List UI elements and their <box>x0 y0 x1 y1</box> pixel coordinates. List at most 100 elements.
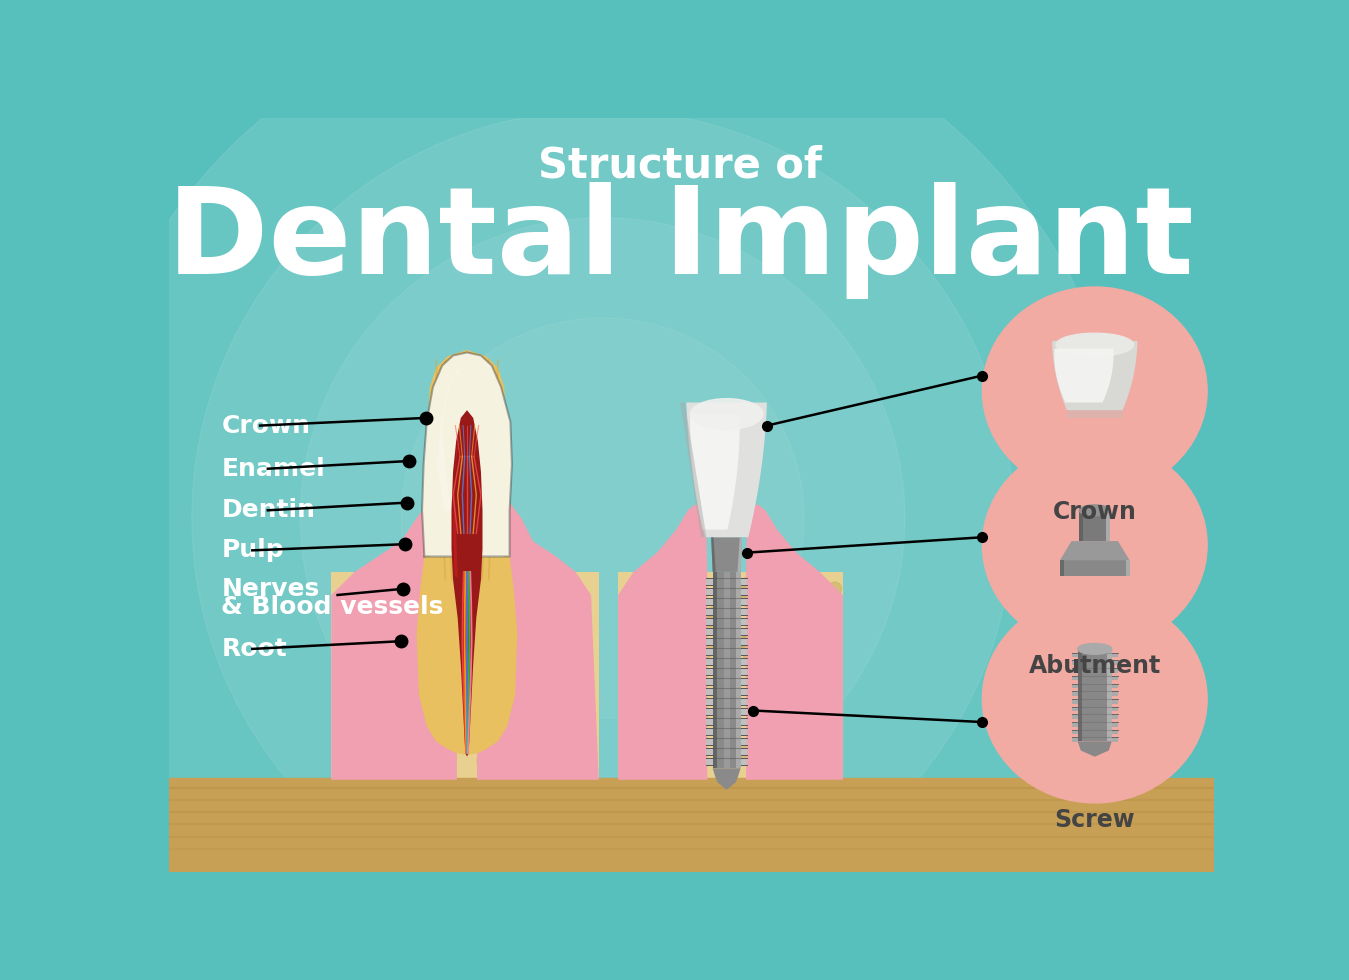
Polygon shape <box>417 350 518 756</box>
Text: Dental Implant: Dental Implant <box>167 182 1194 299</box>
Circle shape <box>499 587 511 599</box>
Polygon shape <box>707 728 712 735</box>
Circle shape <box>537 757 545 764</box>
Polygon shape <box>723 572 730 768</box>
Polygon shape <box>707 749 712 756</box>
Circle shape <box>453 737 463 747</box>
Circle shape <box>660 633 670 645</box>
Polygon shape <box>741 618 747 625</box>
Circle shape <box>378 715 391 729</box>
Polygon shape <box>741 578 747 585</box>
Polygon shape <box>741 609 747 615</box>
Polygon shape <box>687 403 768 537</box>
Circle shape <box>407 660 426 678</box>
Circle shape <box>544 757 553 765</box>
Circle shape <box>669 661 680 672</box>
Circle shape <box>648 751 656 759</box>
Polygon shape <box>741 728 747 735</box>
Circle shape <box>718 661 727 669</box>
Polygon shape <box>1071 684 1078 688</box>
Polygon shape <box>741 709 747 715</box>
Polygon shape <box>707 709 712 715</box>
Circle shape <box>793 651 813 670</box>
Polygon shape <box>618 572 843 780</box>
Polygon shape <box>1071 730 1078 734</box>
Circle shape <box>641 595 650 605</box>
Circle shape <box>823 757 836 770</box>
Polygon shape <box>707 688 712 695</box>
Polygon shape <box>618 504 707 780</box>
Circle shape <box>553 625 567 640</box>
Circle shape <box>761 587 773 600</box>
Circle shape <box>761 729 777 745</box>
Circle shape <box>449 640 469 660</box>
Circle shape <box>351 723 366 737</box>
Polygon shape <box>707 678 712 685</box>
Polygon shape <box>1126 561 1129 576</box>
Circle shape <box>533 673 546 687</box>
Polygon shape <box>1071 699 1078 704</box>
Circle shape <box>401 318 804 718</box>
Polygon shape <box>1052 341 1137 411</box>
Circle shape <box>738 639 746 647</box>
Circle shape <box>415 632 426 643</box>
Circle shape <box>797 687 817 707</box>
Polygon shape <box>422 353 513 557</box>
Polygon shape <box>741 659 747 665</box>
Polygon shape <box>707 609 712 615</box>
Circle shape <box>706 607 720 622</box>
Circle shape <box>425 587 436 597</box>
Polygon shape <box>1112 653 1118 658</box>
Circle shape <box>429 586 441 598</box>
Circle shape <box>460 588 471 599</box>
Polygon shape <box>707 698 712 706</box>
Text: Dentin: Dentin <box>221 498 316 522</box>
Circle shape <box>515 737 525 748</box>
Circle shape <box>778 595 799 616</box>
Circle shape <box>76 0 1129 980</box>
Polygon shape <box>1112 738 1118 742</box>
Polygon shape <box>707 628 712 635</box>
Polygon shape <box>1112 661 1118 665</box>
Polygon shape <box>1055 349 1113 403</box>
Text: Abutment: Abutment <box>1029 654 1161 678</box>
Polygon shape <box>1112 684 1118 688</box>
Circle shape <box>727 695 739 707</box>
Text: Crown: Crown <box>1052 500 1137 524</box>
Polygon shape <box>1078 741 1112 757</box>
Polygon shape <box>741 628 747 635</box>
Circle shape <box>375 580 386 592</box>
Circle shape <box>498 644 511 658</box>
Circle shape <box>390 572 410 591</box>
Circle shape <box>819 666 826 674</box>
Circle shape <box>398 603 418 622</box>
Polygon shape <box>1071 653 1078 658</box>
Circle shape <box>384 667 397 680</box>
Circle shape <box>478 750 499 771</box>
Polygon shape <box>707 588 712 595</box>
Circle shape <box>741 587 761 608</box>
Polygon shape <box>741 759 747 765</box>
Circle shape <box>629 712 649 733</box>
Circle shape <box>456 701 475 719</box>
Polygon shape <box>741 598 747 605</box>
Polygon shape <box>1112 676 1118 680</box>
Polygon shape <box>453 414 467 578</box>
Ellipse shape <box>1079 505 1110 515</box>
Circle shape <box>576 707 584 715</box>
Circle shape <box>788 693 807 711</box>
Polygon shape <box>707 648 712 655</box>
Ellipse shape <box>691 399 764 429</box>
Circle shape <box>753 685 772 704</box>
Polygon shape <box>741 588 747 595</box>
Circle shape <box>799 739 816 757</box>
Circle shape <box>434 657 453 675</box>
Polygon shape <box>1079 511 1083 541</box>
Ellipse shape <box>1078 644 1112 655</box>
Polygon shape <box>707 578 712 585</box>
Polygon shape <box>1060 561 1129 576</box>
Polygon shape <box>711 537 742 572</box>
Circle shape <box>728 742 749 760</box>
Circle shape <box>510 649 530 669</box>
Polygon shape <box>1071 668 1078 673</box>
